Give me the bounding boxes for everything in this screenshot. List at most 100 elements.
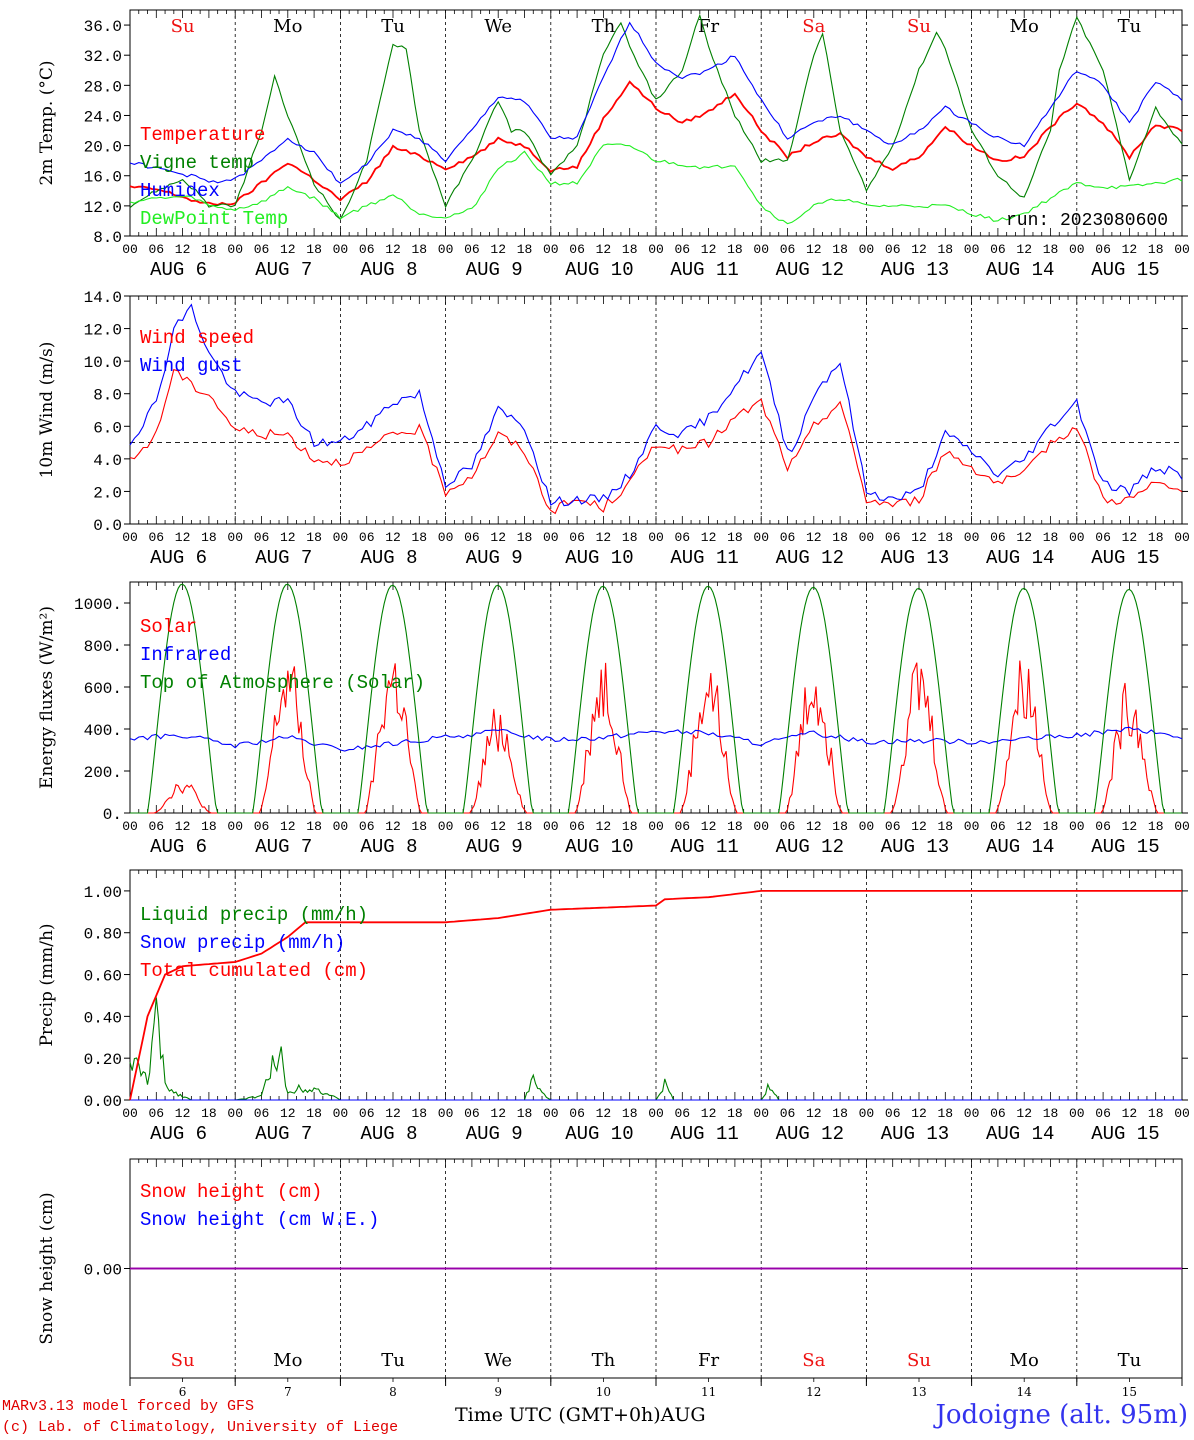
hour-tick-label: 00 [1069, 1106, 1085, 1121]
date-label: AUG 7 [255, 1123, 312, 1145]
hour-tick-label: 12 [1016, 530, 1032, 545]
weekday-label: Su [171, 1350, 195, 1371]
y-tick-label: 1000. [74, 596, 122, 614]
hour-tick-label: 18 [517, 530, 533, 545]
hour-tick-label: 12 [806, 1106, 822, 1121]
y-tick-label: 0.20 [84, 1051, 122, 1069]
hour-tick-label: 06 [674, 819, 690, 834]
hour-tick-label: 00 [333, 242, 349, 257]
series-line [129, 80, 1183, 206]
date-label: AUG 15 [1091, 547, 1159, 569]
y-tick-label: 0.00 [84, 1093, 122, 1111]
hour-tick-label: 06 [359, 242, 375, 257]
hour-tick-label: 06 [464, 1106, 480, 1121]
hour-tick-label: 06 [674, 242, 690, 257]
date-label: AUG 12 [776, 1123, 844, 1145]
date-label: AUG 9 [466, 836, 523, 858]
date-label: AUG 14 [986, 1123, 1054, 1145]
hour-tick-label: 18 [201, 1106, 217, 1121]
date-label: AUG 10 [565, 259, 633, 281]
hour-tick-label: 12 [701, 1106, 717, 1121]
hour-tick-label: 12 [280, 819, 296, 834]
hour-tick-label: 06 [885, 819, 901, 834]
hour-tick-label: 06 [148, 819, 164, 834]
y-tick-label: 12.0 [84, 322, 122, 340]
weekday-label: Fr [698, 16, 719, 37]
hour-tick-label: 00 [964, 1106, 980, 1121]
day-number-label: 14 [1017, 1385, 1033, 1399]
hour-tick-label: 12 [806, 242, 822, 257]
date-label: AUG 8 [360, 836, 417, 858]
series-line [129, 997, 1182, 1101]
weekday-label: We [484, 16, 512, 37]
y-tick-label: 36.0 [84, 18, 122, 36]
weekday-label: Th [592, 1350, 616, 1371]
date-label: AUG 12 [776, 259, 844, 281]
y-tick-label: 200. [84, 764, 122, 782]
series-line [129, 368, 1183, 515]
date-label: AUG 13 [881, 836, 949, 858]
hour-tick-label: 12 [490, 1106, 506, 1121]
weekday-label: Mo [273, 16, 302, 37]
hour-tick-label: 18 [1043, 819, 1059, 834]
y-tick-label: 800. [84, 638, 122, 656]
legend-entry: Snow height (cm W.E.) [140, 1209, 379, 1231]
hour-tick-label: 06 [990, 1106, 1006, 1121]
hour-tick-label: 12 [490, 242, 506, 257]
hour-tick-label: 00 [543, 242, 559, 257]
hour-tick-label: 12 [385, 819, 401, 834]
hour-tick-label: 12 [280, 242, 296, 257]
hour-tick-label: 18 [201, 819, 217, 834]
hour-tick-label: 06 [885, 1106, 901, 1121]
hour-tick-label: 12 [911, 1106, 927, 1121]
hour-tick-label: 00 [227, 1106, 243, 1121]
hour-tick-label: 18 [201, 242, 217, 257]
weekday-label: Tu [381, 16, 405, 37]
hour-tick-label: 18 [937, 242, 953, 257]
hour-tick-label: 06 [254, 1106, 270, 1121]
hour-tick-label: 00 [227, 242, 243, 257]
hour-tick-label: 06 [254, 242, 270, 257]
hour-tick-label: 06 [990, 530, 1006, 545]
hour-tick-label: 12 [806, 819, 822, 834]
run-annotation: run: 2023080600 [1006, 211, 1168, 231]
hour-tick-label: 12 [385, 1106, 401, 1121]
hour-tick-label: 00 [1069, 819, 1085, 834]
hour-tick-label: 18 [411, 819, 427, 834]
hour-tick-label: 06 [464, 242, 480, 257]
hour-tick-label: 12 [385, 242, 401, 257]
hour-tick-label: 18 [517, 819, 533, 834]
hour-tick-label: 00 [648, 819, 664, 834]
date-label: AUG 13 [881, 1123, 949, 1145]
day-number-label: 9 [494, 1385, 502, 1399]
hour-tick-label: 12 [701, 530, 717, 545]
hour-tick-label: 18 [622, 530, 638, 545]
hour-tick-label: 06 [780, 819, 796, 834]
hour-tick-label: 00 [1174, 530, 1190, 545]
day-number-label: 10 [596, 1385, 611, 1399]
weekday-label: We [484, 1350, 512, 1371]
hour-tick-label: 00 [122, 242, 138, 257]
hour-tick-label: 06 [1095, 530, 1111, 545]
hour-tick-label: 00 [859, 1106, 875, 1121]
date-label: AUG 11 [670, 259, 738, 281]
hour-tick-label: 00 [1174, 819, 1190, 834]
day-number-label: 8 [389, 1385, 397, 1399]
hour-tick-label: 06 [990, 242, 1006, 257]
legend-entry: Liquid precip (mm/h) [140, 904, 368, 926]
model-credit: MARv3.13 model forced by GFS [2, 1398, 255, 1415]
y-tick-label: 6.0 [93, 419, 122, 437]
weekday-label: Tu [1118, 1350, 1142, 1371]
hour-tick-label: 18 [1043, 530, 1059, 545]
date-label: AUG 7 [255, 547, 312, 569]
hour-tick-label: 18 [1148, 819, 1164, 834]
hour-tick-label: 06 [148, 1106, 164, 1121]
hour-tick-label: 00 [859, 530, 875, 545]
weekday-label: Sa [802, 16, 825, 37]
weekday-label: Su [171, 16, 195, 37]
hour-tick-label: 18 [937, 530, 953, 545]
y-tick-label: 0. [103, 806, 122, 824]
weekday-label: Mo [273, 1350, 302, 1371]
hour-tick-label: 18 [1148, 530, 1164, 545]
hour-tick-label: 06 [780, 1106, 796, 1121]
